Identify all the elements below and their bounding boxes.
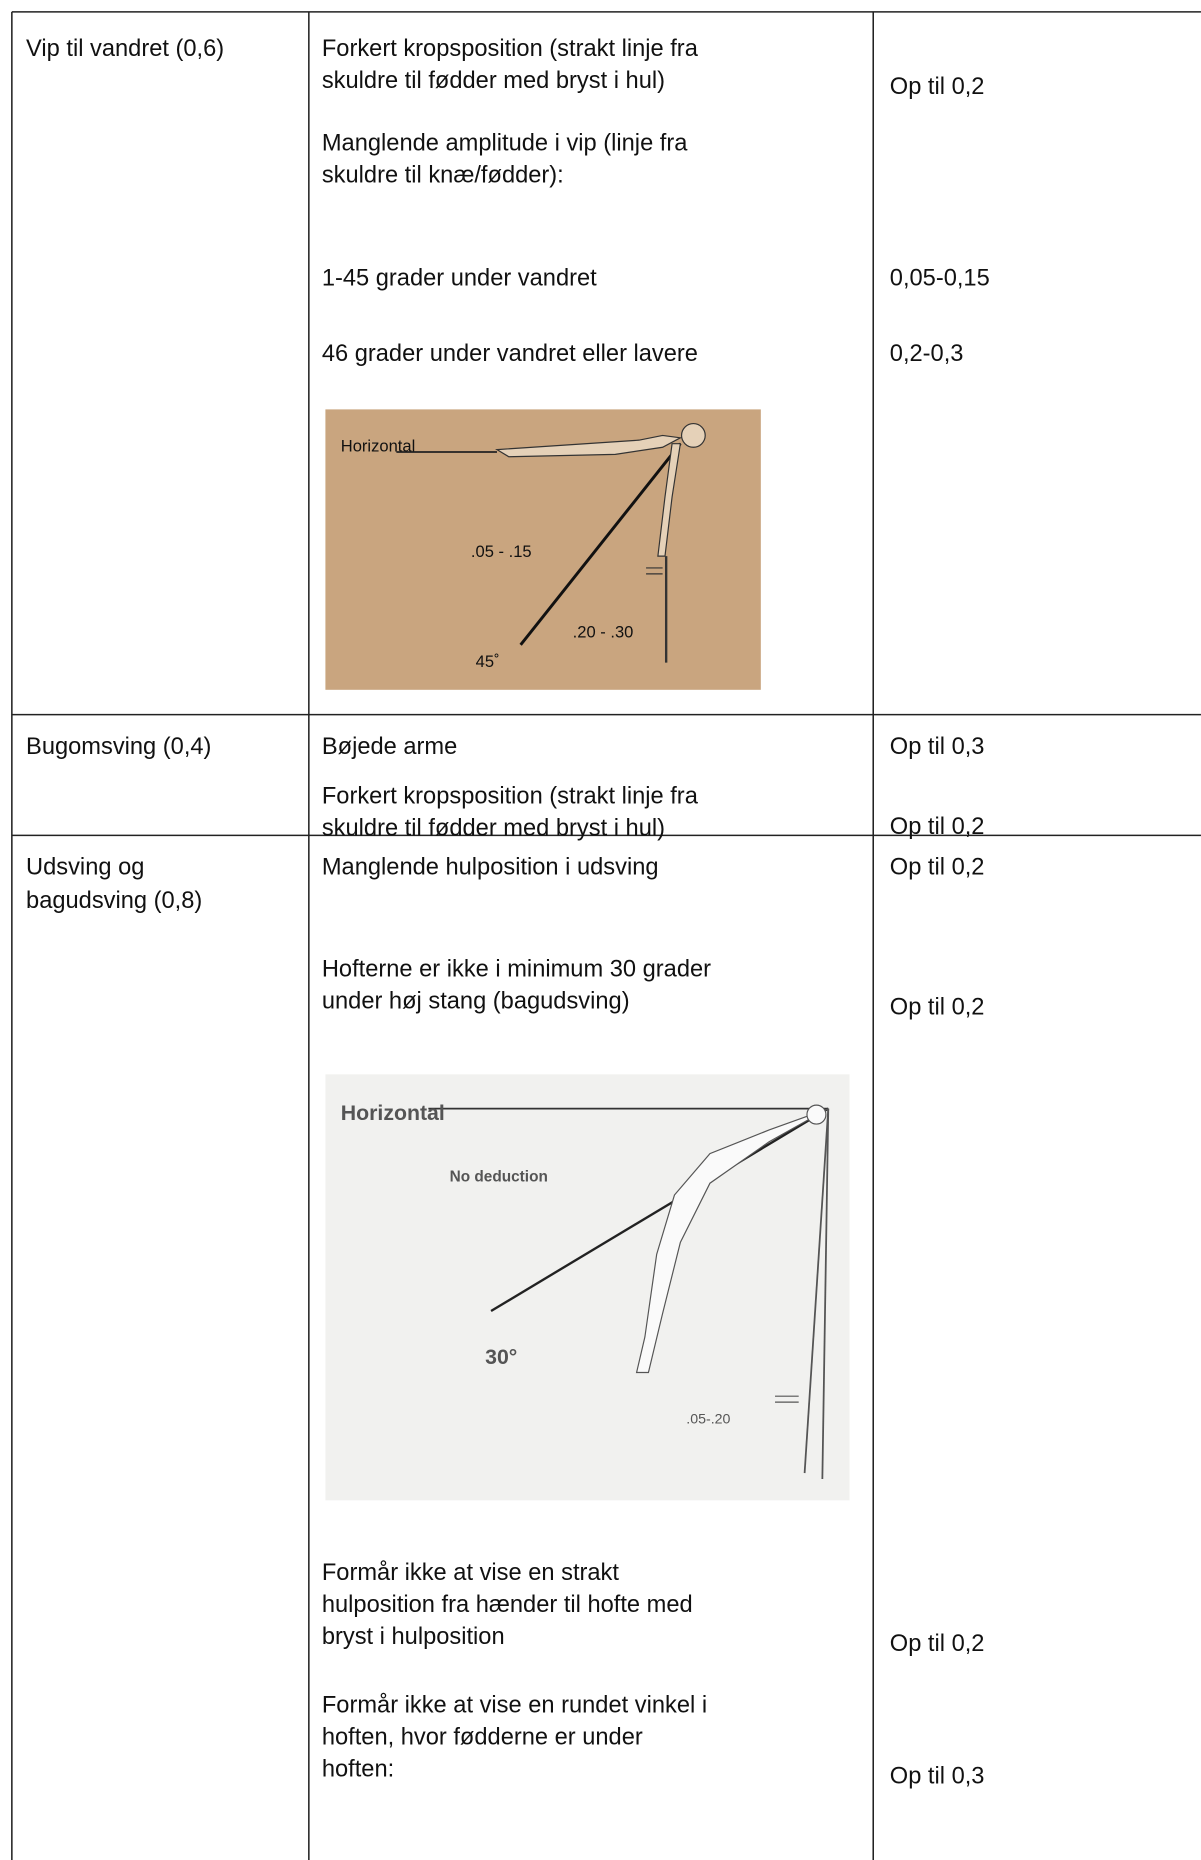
item: bagudsving (0,8) [26, 888, 202, 914]
entry: Forkert kropsposition (strakt linje fra [322, 784, 699, 810]
figure-label: .20 - .30 [573, 622, 634, 641]
entry: Manglende hulposition i udsving [322, 855, 659, 881]
entry: Bøjede arme [322, 734, 457, 760]
figure: Horizontal No deduction 30° .05-.20 [325, 1074, 850, 1501]
entry: hulposition fra hænder til hofte med [322, 1592, 693, 1618]
deduction: Op til 0,2 [890, 1631, 985, 1657]
figure: Horizontal .05 - .15 .20 - .30 45˚ [325, 409, 761, 690]
figure-label: Horizontal [341, 1101, 445, 1125]
entry: 46 grader under vandret eller lavere [322, 341, 698, 367]
deduction: Op til 0,2 [890, 74, 985, 100]
entry: skuldre til fødder med bryst i hul) [322, 68, 665, 94]
figure-label: 30° [485, 1345, 517, 1369]
item: Vip til vandret (0,6) [26, 36, 224, 62]
deduction: Op til 0,2 [890, 814, 985, 840]
entry: hoften: [322, 1756, 394, 1782]
entry: Hofterne er ikke i minimum 30 grader [322, 956, 711, 982]
figure-label: Horizontal [341, 437, 416, 456]
entry: Forkert kropsposition (strakt linje fra [322, 36, 699, 62]
entry: 1-45 grader under vandret [322, 265, 597, 291]
deduction: 0,05-0,15 [890, 265, 990, 291]
figure-label: .05-.20 [686, 1412, 730, 1428]
table-grid [11, 11, 1201, 1860]
deduction: Op til 0,2 [890, 994, 985, 1020]
figure-label: .05 - .15 [471, 542, 532, 561]
entry: hoften, hvor fødderne er under [322, 1724, 643, 1750]
entry: Manglende amplitude i vip (linje fra [322, 131, 688, 157]
figure-label: No deduction [450, 1168, 548, 1185]
deduction: 0,2-0,3 [890, 341, 964, 367]
entry: bryst i hulposition [322, 1624, 505, 1650]
deduction: Op til 0,2 [890, 855, 985, 881]
entry: under høj stang (bagudsving) [322, 988, 630, 1014]
entry: Formår ikke at vise en strakt [322, 1559, 620, 1586]
entry: skuldre til knæ/fødder): [322, 163, 564, 189]
entry: Formår ikke at vise en rundet vinkel i [322, 1691, 707, 1718]
entry: skuldre til fødder med bryst i hul) [322, 816, 665, 842]
deduction: Op til 0,3 [890, 734, 985, 760]
item: Bugomsving (0,4) [26, 734, 211, 760]
figure-label: 45˚ [476, 652, 500, 671]
item: Udsving og [26, 855, 144, 881]
deduction: Op til 0,3 [890, 1763, 985, 1789]
